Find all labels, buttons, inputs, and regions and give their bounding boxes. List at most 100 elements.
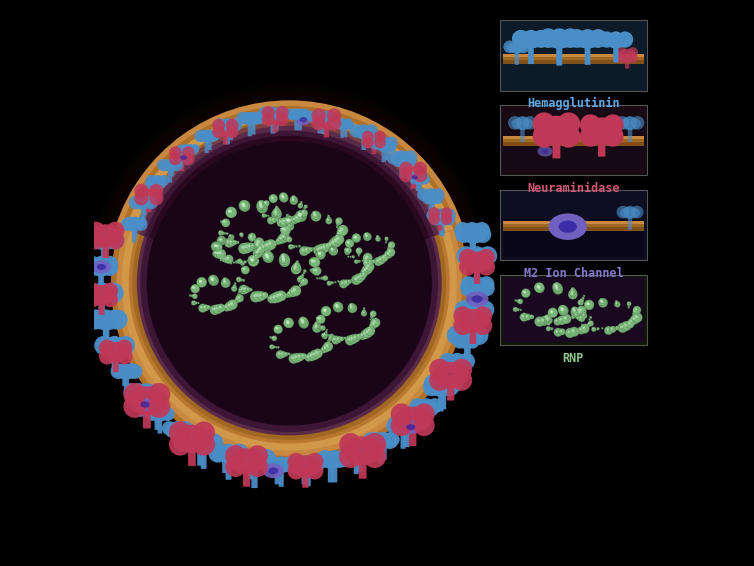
Ellipse shape [459, 228, 487, 243]
Circle shape [318, 252, 321, 255]
Circle shape [265, 253, 268, 256]
Circle shape [565, 328, 575, 338]
Circle shape [627, 47, 638, 58]
Circle shape [225, 207, 236, 217]
Circle shape [221, 257, 226, 262]
Circle shape [323, 334, 325, 336]
Circle shape [336, 217, 342, 225]
Circle shape [173, 160, 182, 168]
Circle shape [119, 364, 134, 379]
Circle shape [226, 240, 229, 243]
Circle shape [233, 285, 237, 289]
Ellipse shape [409, 173, 426, 182]
Circle shape [345, 249, 351, 255]
Circle shape [400, 169, 413, 182]
Circle shape [309, 455, 326, 471]
Circle shape [412, 171, 423, 182]
Circle shape [214, 249, 224, 259]
Circle shape [470, 276, 486, 292]
Circle shape [274, 208, 277, 210]
Circle shape [437, 214, 449, 225]
FancyBboxPatch shape [124, 376, 129, 393]
Circle shape [323, 276, 325, 278]
Circle shape [459, 258, 477, 276]
Ellipse shape [115, 364, 134, 375]
Circle shape [544, 316, 545, 317]
Circle shape [370, 314, 375, 318]
Circle shape [602, 126, 624, 147]
Circle shape [284, 218, 285, 219]
Circle shape [191, 301, 196, 306]
Circle shape [526, 315, 528, 317]
Circle shape [349, 124, 363, 138]
Text: M2 Ion Channel: M2 Ion Channel [523, 267, 624, 280]
Circle shape [550, 310, 556, 316]
Circle shape [363, 332, 366, 335]
Circle shape [294, 109, 305, 120]
Circle shape [548, 308, 557, 317]
Circle shape [327, 241, 336, 250]
Circle shape [337, 219, 339, 221]
Circle shape [239, 200, 249, 210]
Circle shape [615, 301, 619, 305]
Circle shape [571, 315, 575, 319]
Circle shape [91, 85, 487, 481]
Circle shape [262, 208, 264, 211]
Circle shape [323, 276, 328, 281]
Circle shape [357, 276, 360, 278]
Circle shape [256, 251, 259, 254]
Circle shape [208, 275, 218, 284]
FancyBboxPatch shape [103, 327, 109, 348]
Circle shape [240, 260, 245, 265]
Circle shape [385, 254, 386, 256]
Circle shape [574, 312, 580, 318]
FancyBboxPatch shape [273, 117, 277, 125]
Circle shape [228, 209, 231, 213]
FancyBboxPatch shape [101, 246, 107, 267]
Circle shape [201, 306, 203, 308]
Circle shape [219, 258, 222, 261]
Circle shape [225, 232, 228, 235]
Circle shape [299, 317, 306, 324]
Circle shape [229, 235, 231, 237]
Circle shape [363, 255, 371, 264]
Circle shape [242, 268, 246, 272]
Circle shape [352, 234, 361, 243]
Circle shape [299, 212, 305, 217]
Circle shape [93, 256, 109, 272]
Circle shape [313, 213, 317, 217]
Circle shape [299, 318, 308, 328]
Circle shape [347, 241, 349, 243]
Circle shape [331, 336, 340, 344]
Circle shape [234, 282, 236, 285]
Circle shape [590, 316, 592, 319]
FancyBboxPatch shape [198, 447, 203, 466]
Circle shape [583, 312, 587, 316]
Circle shape [377, 136, 391, 150]
Circle shape [455, 222, 471, 239]
Circle shape [428, 207, 440, 219]
Circle shape [309, 257, 319, 267]
Circle shape [375, 236, 381, 242]
Circle shape [633, 310, 636, 312]
Circle shape [192, 286, 195, 289]
Bar [503, 228, 644, 231]
Circle shape [331, 118, 342, 128]
Circle shape [274, 241, 278, 245]
Circle shape [315, 321, 318, 325]
Ellipse shape [90, 224, 121, 247]
Circle shape [532, 30, 550, 48]
Circle shape [208, 275, 219, 285]
FancyBboxPatch shape [143, 204, 147, 216]
Circle shape [478, 280, 495, 297]
Circle shape [225, 445, 246, 466]
Circle shape [288, 288, 298, 297]
Circle shape [313, 260, 316, 263]
FancyBboxPatch shape [143, 414, 151, 428]
Circle shape [369, 261, 371, 263]
Circle shape [192, 294, 193, 295]
FancyBboxPatch shape [416, 180, 419, 191]
Circle shape [291, 356, 294, 359]
Circle shape [363, 260, 371, 267]
Circle shape [134, 191, 149, 205]
